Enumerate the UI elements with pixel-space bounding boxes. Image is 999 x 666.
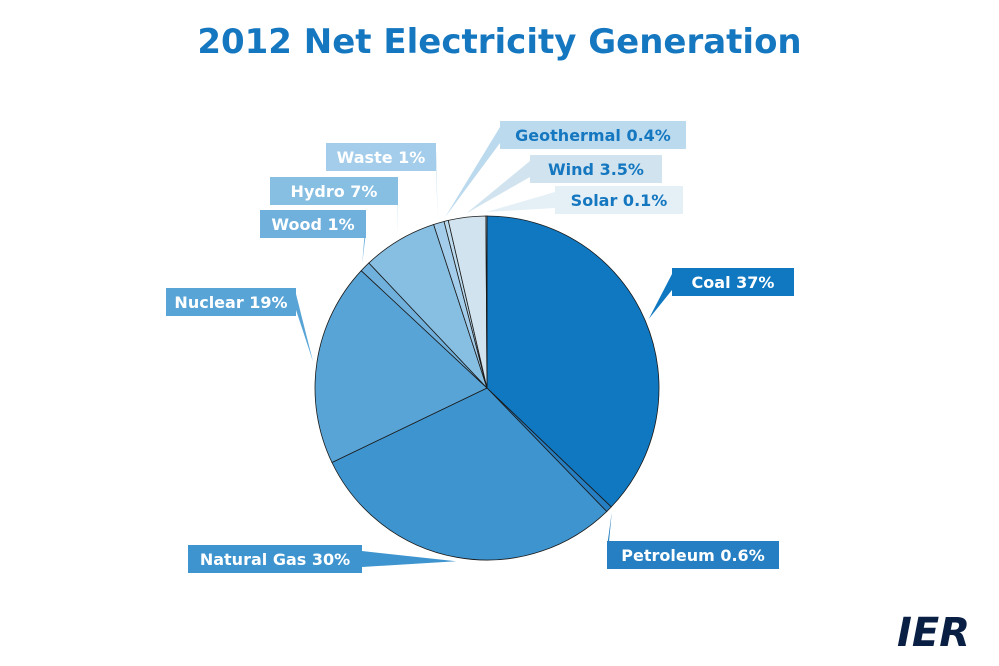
logo-text: IER (897, 610, 970, 656)
callout-box-geothermal (500, 121, 686, 149)
slice-label-natural-gas: Natural Gas 30% (200, 550, 350, 569)
callout-natural-gas: Natural Gas 30% (188, 545, 457, 573)
callout-pointer-solar (486, 192, 555, 212)
chart-title: 2012 Net Electricity Generation (197, 22, 802, 62)
callout-wind: Wind 3.5% (466, 155, 662, 214)
callout-nuclear: Nuclear 19% (166, 288, 313, 362)
callout-petroleum: Petroleum 0.6% (607, 512, 779, 569)
pie-slices (314, 215, 660, 561)
callout-waste: Waste 1% (326, 143, 438, 219)
callout-box-wood (260, 210, 366, 238)
slice-label-hydro: Hydro 7% (291, 182, 378, 201)
callout-pointer-coal (648, 274, 672, 319)
callout-box-waste (326, 143, 436, 171)
callout-pointer-petroleum (607, 512, 612, 563)
callout-pointer-natural-gas (362, 551, 457, 567)
pie-slice-solar (485, 215, 488, 389)
callout-geothermal: Geothermal 0.4% (445, 121, 686, 217)
callout-box-hydro (270, 177, 398, 205)
callout-box-solar (555, 186, 683, 214)
slice-label-geothermal: Geothermal 0.4% (515, 126, 671, 145)
pie-callouts: Coal 37% Petroleum 0.6% Natural Gas 30% Nuc… (166, 121, 794, 573)
callout-solar: Solar 0.1% (486, 186, 683, 214)
ier-logo: IER (897, 610, 970, 656)
callout-box-petroleum (607, 541, 779, 569)
callout-coal: Coal 37% (648, 268, 794, 319)
slice-label-wind: Wind 3.5% (548, 160, 644, 179)
callout-pointer-hydro (397, 183, 398, 237)
callout-box-nuclear (166, 288, 296, 316)
callout-box-coal (672, 268, 794, 296)
callout-pointer-wood (362, 216, 366, 264)
callout-pointer-waste (436, 149, 438, 219)
callout-pointer-geothermal (445, 127, 500, 217)
callout-box-natural-gas (188, 545, 362, 573)
pie-slice-nuclear (314, 270, 488, 464)
slice-label-petroleum: Petroleum 0.6% (621, 546, 764, 565)
slice-label-nuclear: Nuclear 19% (174, 293, 287, 312)
callout-pointer-wind (466, 161, 530, 214)
slice-label-wood: Wood 1% (271, 215, 354, 234)
callout-pointer-nuclear (296, 294, 313, 362)
callout-hydro: Hydro 7% (270, 177, 398, 237)
slice-label-waste: Waste 1% (337, 148, 426, 167)
callout-box-wind (530, 155, 662, 183)
callout-wood: Wood 1% (260, 210, 366, 264)
slice-label-coal: Coal 37% (692, 273, 775, 292)
pie-slice-natural-gas (331, 387, 608, 561)
slice-label-solar: Solar 0.1% (571, 191, 668, 210)
pie-slice-coal (486, 215, 660, 508)
